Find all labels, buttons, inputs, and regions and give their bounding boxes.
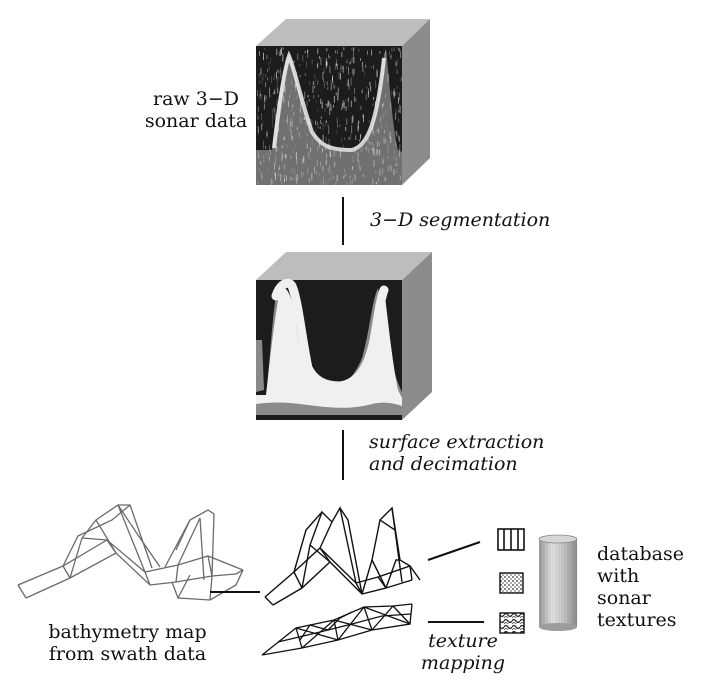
- raw-data-label-line2: sonar data: [144, 110, 248, 132]
- bathymetry-label-line2: from swath data: [48, 643, 207, 665]
- connector-database-top: [427, 541, 481, 561]
- database-label-line1: database: [597, 543, 684, 565]
- raw-sonar-cube: [256, 19, 430, 190]
- raw-cube-top: [256, 19, 430, 46]
- raw-data-label: raw 3−D sonar data: [140, 88, 252, 132]
- raw-cube-front: [256, 46, 402, 185]
- bathymetry-label: bathymetry map from swath data: [40, 621, 215, 665]
- seg-cube-side: [402, 252, 432, 420]
- database-label: database with sonar textures: [597, 543, 684, 631]
- texture-swatch-waves: [499, 612, 525, 634]
- database-label-line3: sonar: [597, 587, 651, 609]
- texture-swatch-dots: [499, 572, 524, 594]
- bathymetry-wireframe: [17, 504, 244, 601]
- sonar-noise-texture: [257, 47, 402, 190]
- texture-label-line1: texture: [428, 630, 498, 652]
- surface-extraction-label: surface extraction and decimation: [369, 431, 544, 475]
- raw-cube-side: [402, 19, 430, 185]
- seg-white-ridge: [271, 278, 389, 391]
- seg-cube-top: [256, 252, 432, 280]
- texture-swatch-stripes: [497, 528, 525, 551]
- surface-wireframe: [264, 506, 421, 606]
- segmented-cube: [256, 252, 432, 420]
- textured-mesh-wireframe: [261, 603, 413, 656]
- texture-mapping-label: texture mapping: [418, 630, 508, 674]
- texture-database-cylinder: [538, 534, 578, 631]
- database-label-line2: with: [597, 565, 640, 587]
- seg-white-bottom: [256, 287, 402, 408]
- surface-label-line1: surface extraction: [369, 431, 545, 453]
- seg-grey-left: [256, 340, 264, 392]
- surface-label-line2: and decimation: [369, 453, 518, 475]
- texture-label-line2: mapping: [420, 652, 506, 674]
- database-label-line4: textures: [597, 609, 677, 631]
- segmentation-label: 3−D segmentation: [370, 209, 551, 231]
- bathymetry-label-line1: bathymetry map: [48, 621, 207, 643]
- raw-data-label-line1: raw 3−D: [153, 88, 239, 110]
- raw-sonar-echo: [272, 50, 386, 153]
- raw-sonar-profile: [256, 48, 402, 185]
